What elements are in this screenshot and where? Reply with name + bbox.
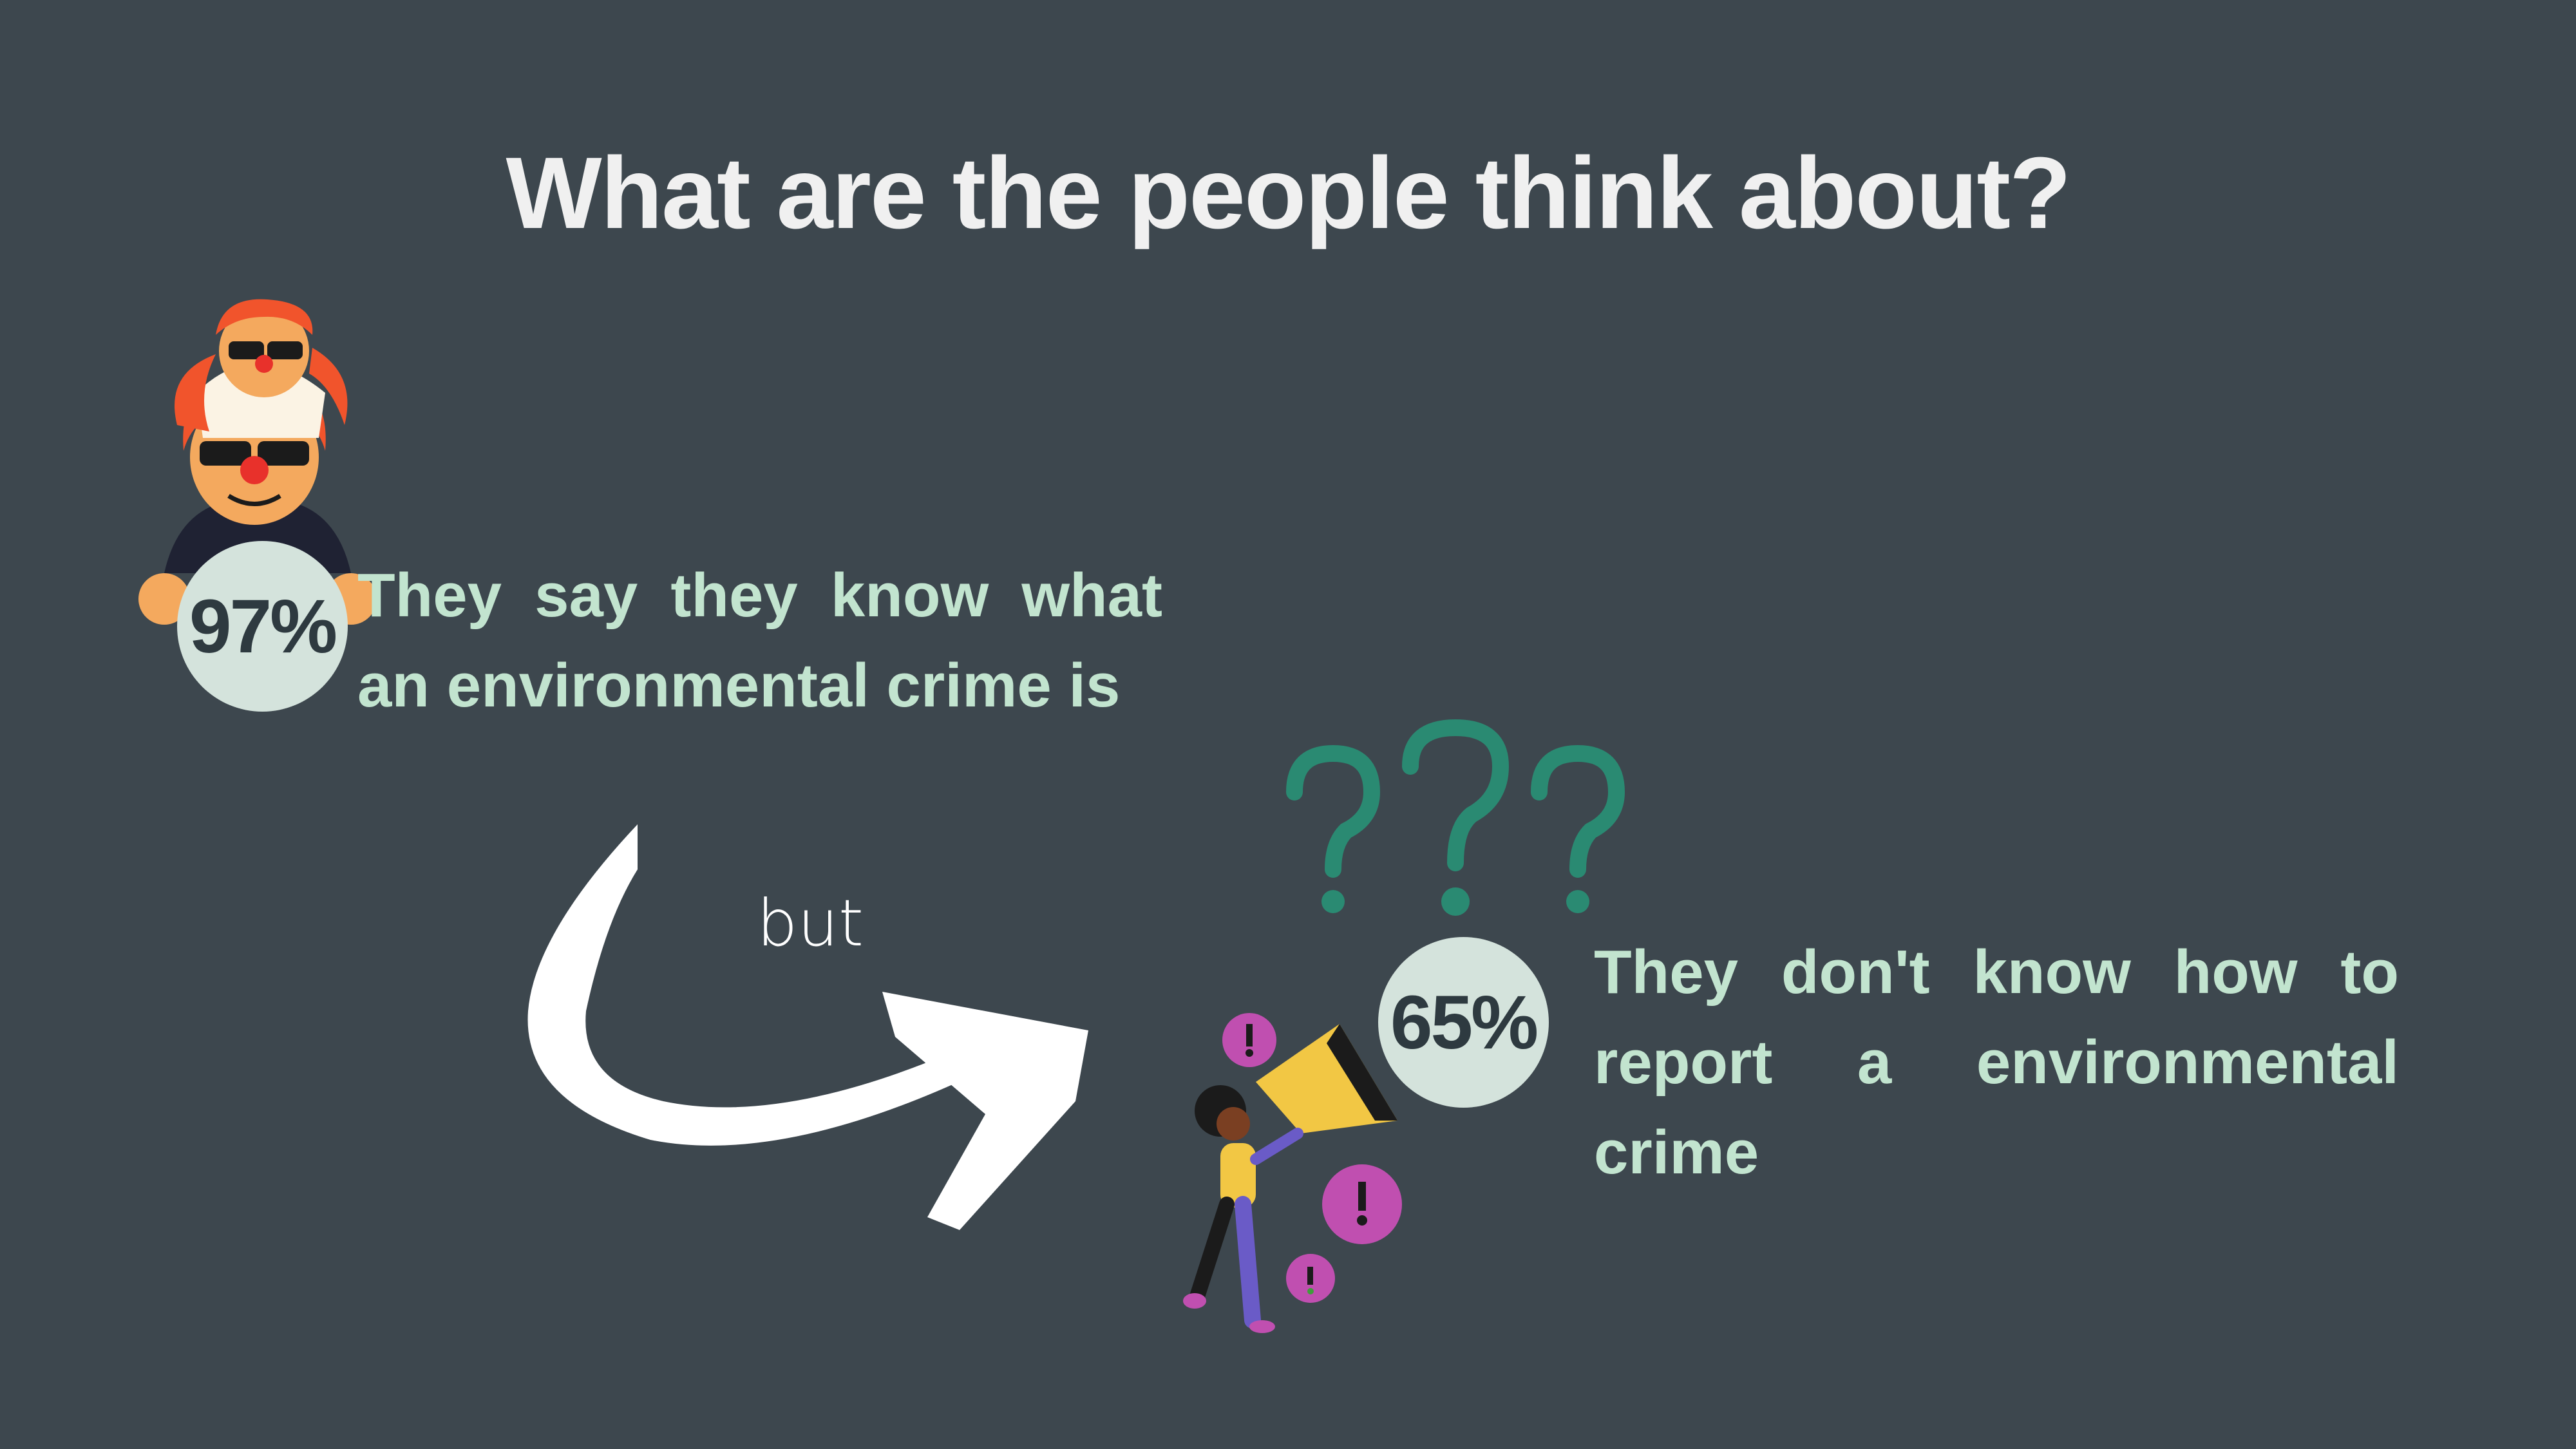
connector-label: but (757, 886, 864, 961)
question-marks-icon (1286, 719, 1625, 916)
stat-badge-65: 65% (1378, 937, 1549, 1108)
people-illustration (138, 299, 377, 625)
stat-text-report: They don't know how to report a environm… (1594, 938, 2399, 1187)
stat-text-know: They say they know what an environmental… (357, 561, 1162, 720)
stat-badge-97: 97% (177, 541, 348, 712)
page-title: What are the people think about? (506, 137, 2072, 250)
curved-arrow-icon (527, 824, 1088, 1230)
megaphone-person-illustration (1183, 1013, 1402, 1333)
